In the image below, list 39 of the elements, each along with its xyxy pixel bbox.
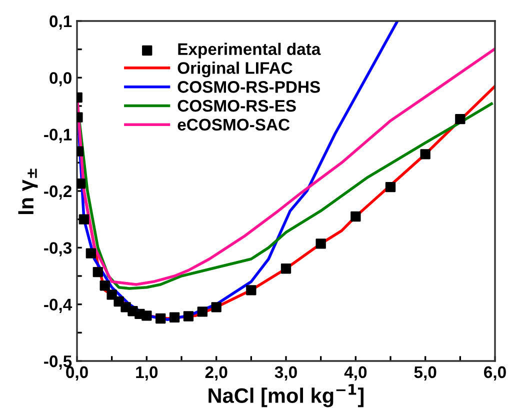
point bbox=[420, 149, 430, 160]
point bbox=[156, 313, 166, 324]
x-tick-label: 5,0 bbox=[414, 366, 436, 381]
y-tick-label: -0,2 bbox=[44, 185, 72, 200]
x-axis-title: NaCl [mol kg$^{−1}$] bbox=[208, 384, 364, 408]
y-tick-label: -0,1 bbox=[44, 128, 72, 143]
x-tick-label: 3,0 bbox=[274, 366, 297, 381]
x-tick-label: 1,0 bbox=[136, 366, 158, 381]
point bbox=[106, 290, 117, 300]
point bbox=[142, 310, 152, 321]
point bbox=[211, 302, 222, 312]
point bbox=[169, 312, 180, 322]
point bbox=[197, 306, 208, 317]
point bbox=[100, 280, 110, 291]
legend-label: Experimental data bbox=[178, 42, 321, 58]
x-tick-label: 2,0 bbox=[205, 366, 228, 381]
line-series bbox=[77, 21, 399, 322]
point bbox=[86, 248, 96, 258]
point bbox=[385, 182, 396, 192]
legend-label: Original LIFAC bbox=[178, 62, 292, 78]
point bbox=[78, 214, 90, 224]
y-tick-label: 0,1 bbox=[50, 15, 72, 30]
x-tick-label: 4,0 bbox=[344, 366, 367, 381]
y-tick-label: -0,4 bbox=[44, 298, 72, 313]
legend-label: eCOSMO-SAC bbox=[178, 118, 290, 131]
point bbox=[455, 114, 466, 124]
point bbox=[77, 178, 86, 189]
point bbox=[92, 266, 103, 278]
legend-label: COSMO-RS-ES bbox=[178, 100, 296, 112]
y-axis-title: ln γ$_{±}$ bbox=[18, 168, 38, 214]
point bbox=[183, 311, 194, 322]
point bbox=[246, 285, 256, 296]
point bbox=[280, 264, 292, 274]
point bbox=[350, 211, 361, 222]
x-tick-label: 6,0 bbox=[484, 366, 506, 381]
point bbox=[316, 238, 326, 249]
y-tick-label: -0,3 bbox=[44, 242, 72, 256]
legend-label: COSMO-RS-PDHS bbox=[178, 81, 320, 93]
y-tick-label: 0,0 bbox=[50, 72, 72, 86]
